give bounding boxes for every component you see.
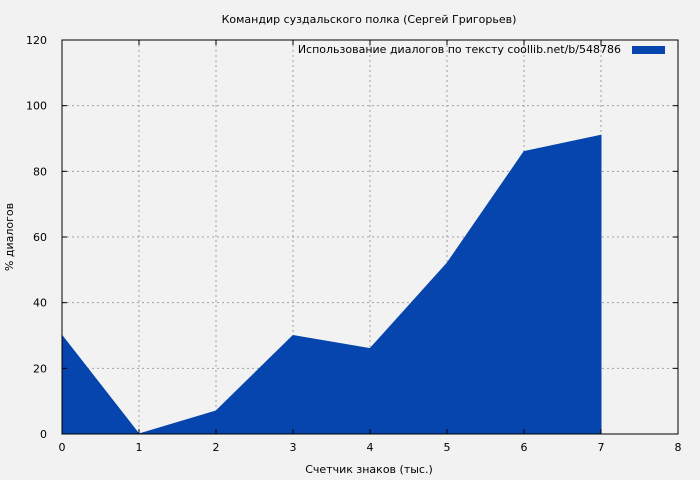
x-tick-label: 8 bbox=[675, 441, 682, 454]
x-tick-label: 6 bbox=[521, 441, 528, 454]
x-tick-label: 1 bbox=[136, 441, 143, 454]
legend: Использование диалогов по тексту coollib… bbox=[298, 43, 665, 56]
x-tick-label: 3 bbox=[290, 441, 297, 454]
y-axis-label: % диалогов bbox=[3, 203, 16, 271]
y-tick-label: 0 bbox=[40, 428, 47, 441]
x-tick-label: 2 bbox=[213, 441, 220, 454]
legend-swatch bbox=[632, 46, 665, 54]
y-ticks: 0 20 40 60 80 100 120 bbox=[26, 34, 678, 441]
x-tick-label: 0 bbox=[59, 441, 66, 454]
y-tick-label: 80 bbox=[33, 165, 47, 178]
y-tick-label: 40 bbox=[33, 297, 47, 310]
x-tick-label: 4 bbox=[367, 441, 374, 454]
legend-label: Использование диалогов по тексту coollib… bbox=[298, 43, 621, 56]
x-tick-label: 7 bbox=[598, 441, 605, 454]
chart-title: Командир суздальского полка (Сергей Григ… bbox=[222, 13, 517, 26]
x-ticks: 0 1 2 3 4 5 6 7 8 bbox=[59, 40, 682, 454]
y-tick-label: 60 bbox=[33, 231, 47, 244]
y-tick-label: 100 bbox=[26, 100, 47, 113]
x-tick-label: 5 bbox=[444, 441, 451, 454]
x-axis-label: Счетчик знаков (тыс.) bbox=[305, 463, 433, 476]
series-area-fill bbox=[61, 134, 602, 435]
y-tick-label: 120 bbox=[26, 34, 47, 47]
series-area bbox=[61, 134, 602, 435]
y-tick-label: 20 bbox=[33, 362, 47, 375]
